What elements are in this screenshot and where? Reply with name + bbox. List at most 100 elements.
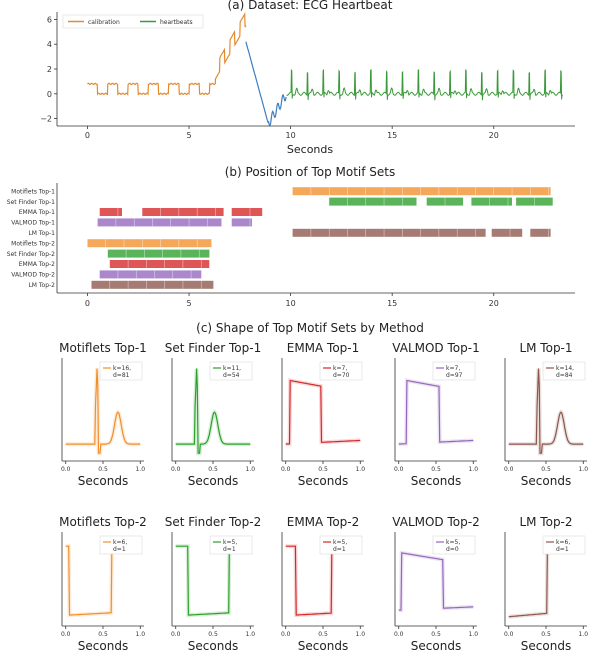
panel-legend-k: k=11, [223,365,241,372]
chart-b-plot: Motiflets Top-1 Set Finder Top-1 EMMA Top-… [7,183,575,308]
panel-legend [432,535,476,555]
x-tick-label: 0.0 [281,631,291,638]
panel-legend-d: d=1 [333,546,346,553]
x-tick-label: 0.5 [98,631,108,638]
motif-panel: VALMOD Top-1 k=7,d=97 0.0 0.5 1.0 Seconds [392,341,479,488]
y-tick-label: 6 [47,15,52,24]
panel-xlabel: Seconds [298,474,348,488]
panel-xlabel: Seconds [78,639,128,653]
motif-interval-bar [109,260,210,268]
motif-interval-bar [87,239,212,248]
motif-band [285,377,361,447]
x-tick-label: 0.5 [208,466,218,473]
series-heartbeats-line [286,68,563,101]
panel-legend [99,361,143,381]
panel-legend-k: k=5, [223,539,237,546]
x-tick-label: 0.0 [394,466,404,473]
y-tick-label: −2 [40,115,52,124]
motif-band [398,377,474,447]
chart-c-title: (c) Shape of Top Motif Sets by Method [196,321,424,335]
panel-legend-d: d=1 [113,546,126,553]
motif-panel: VALMOD Top-2 k=5,d=0 0.0 0.5 1.0 Seconds [392,515,479,653]
chart-b-ticks: 0 5 10 15 20 [85,293,499,308]
motif-interval-bar [99,208,122,216]
motif-interval-bar [491,228,523,237]
x-tick-label: 15 [387,131,397,140]
x-tick-label: 1.0 [135,631,145,638]
x-tick-label: 1.0 [468,631,478,638]
panel-legend [209,535,253,555]
series-calibration-line [87,11,247,96]
motif-interval-bar [142,208,224,216]
panel-xlabel: Seconds [188,474,238,488]
x-tick-label: 0.0 [171,631,181,638]
y-tick-label: 2 [47,65,52,74]
panel-legend-k: k=7, [446,365,460,372]
row-label: LM Top-2 [28,282,55,289]
chart-b-title: (b) Position of Top Motif Sets [225,165,396,179]
motif-interval-bar [471,197,512,206]
y-tick-label: 0 [47,90,52,99]
x-tick-label: 0 [85,131,90,140]
panel-legend-d: d=70 [333,372,350,379]
motif-panel: Set Finder Top-2 k=5,d=1 0.0 0.5 1.0 Seconds [165,515,261,653]
motif-mean-line [508,368,584,454]
x-tick-label: 1.0 [135,466,145,473]
panel-xlabel: Seconds [521,639,571,653]
row-label: VALMOD Top-2 [11,272,55,279]
x-tick-label: 0.5 [541,466,551,473]
panel-legend-d: d=0 [446,546,459,553]
panel-legend-d: d=1 [556,546,569,553]
panel-xlabel: Seconds [411,639,461,653]
panel-legend-d: d=84 [556,372,573,379]
x-tick-label: 0.5 [98,466,108,473]
motif-interval-bar [107,249,210,258]
chart-a-title: (a) Dataset: ECG Heartbeat [228,0,393,12]
panel-xlabel: Seconds [298,639,348,653]
x-tick-label: 0.5 [208,631,218,638]
motif-panel: LM Top-1 k=14,d=84 0.0 0.5 1.0 Seconds [504,341,588,488]
chart-b-bars: Motiflets Top-1 Set Finder Top-1 EMMA Top-… [7,187,553,289]
motif-interval-bar [231,218,252,227]
x-tick-label: 1.0 [578,466,588,473]
panel-title: VALMOD Top-2 [392,515,479,529]
panel-title: LM Top-2 [519,515,572,529]
motif-mean-line [175,368,251,454]
x-tick-label: 0.0 [61,466,71,473]
x-tick-label: 20 [489,131,499,140]
x-tick-label: 15 [387,299,397,308]
x-tick-label: 0.0 [171,466,181,473]
chart-a-series [87,11,563,128]
chart-a-plot: 0 5 10 15 20 −2 0 2 4 6 [40,11,575,140]
motif-band [508,368,584,456]
panel-legend [319,361,363,381]
x-tick-label: 1.0 [468,466,478,473]
panel-xlabel: Seconds [411,474,461,488]
x-tick-label: 0.5 [431,466,441,473]
chart-a-legend: calibration heartbeats [62,14,204,29]
row-label: LM Top-1 [28,230,55,237]
panel-legend-d: d=81 [113,372,130,379]
panel-legend-k: k=5, [333,539,347,546]
motif-interval-bar [329,197,417,206]
legend-heartbeats: heartbeats [160,19,193,26]
y-tick-label: 4 [47,40,52,49]
chart-a-ticks: 0 5 10 15 20 −2 0 2 4 6 [40,15,499,140]
motif-panel: Motiflets Top-1 k=16,d=81 0.0 0.5 1.0 Seconds [59,341,147,488]
x-tick-label: 0.0 [61,631,71,638]
panel-legend-d: d=1 [223,546,236,553]
legend-frame [62,14,204,29]
row-label: EMMA Top-2 [19,261,55,268]
panel-xlabel: Seconds [78,474,128,488]
x-tick-label: 5 [186,299,191,308]
row-label: EMMA Top-1 [19,209,55,216]
panel-legend [432,361,476,381]
x-tick-label: 10 [286,299,296,308]
panel-title: Set Finder Top-2 [165,515,261,529]
panel-legend-k: k=14, [556,365,574,372]
x-tick-label: 0.5 [318,466,328,473]
chart-a-xlabel: Seconds [287,143,333,156]
row-label: Motiflets Top-2 [11,240,55,247]
x-tick-label: 10 [286,131,296,140]
